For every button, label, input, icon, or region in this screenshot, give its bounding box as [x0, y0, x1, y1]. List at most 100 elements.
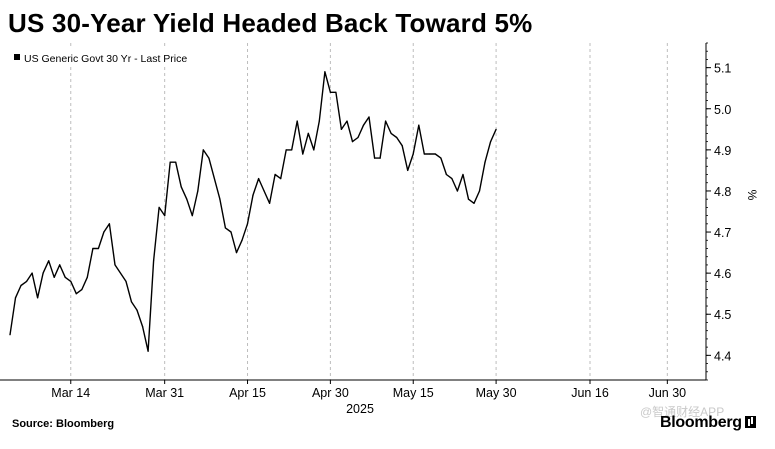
data-point — [274, 173, 276, 176]
data-point — [340, 128, 342, 130]
data-point — [202, 149, 204, 151]
data-point — [445, 173, 447, 176]
data-point — [490, 141, 492, 143]
data-point — [114, 264, 116, 266]
data-point — [136, 309, 138, 311]
data-point — [92, 247, 94, 250]
data-point — [335, 91, 337, 93]
data-point — [429, 153, 431, 155]
data-point — [53, 276, 55, 278]
data-point — [224, 227, 226, 229]
y-tick-label: 4.8 — [714, 185, 731, 199]
watermark: @智通财经APP — [640, 405, 725, 419]
x-axis-year-label: 2025 — [346, 402, 374, 416]
data-point — [186, 198, 188, 200]
x-axis: Mar 14 Mar 31 Apr 15 Apr 30 May 15 May 30 Jun … — [0, 379, 706, 416]
data-point — [75, 293, 77, 295]
data-point — [235, 252, 238, 254]
data-point — [197, 190, 199, 192]
data-point — [385, 120, 387, 122]
data-point — [379, 157, 381, 159]
data-point — [362, 124, 365, 126]
data-point — [97, 247, 99, 250]
data-point — [81, 289, 83, 291]
data-point — [318, 120, 320, 122]
series-layer — [9, 71, 497, 352]
data-point — [263, 190, 265, 192]
data-point — [70, 280, 72, 282]
data-point — [324, 71, 326, 73]
data-point — [346, 120, 348, 122]
data-point — [147, 350, 149, 352]
data-point — [252, 194, 254, 196]
brand-label: Bloomberg — [660, 414, 742, 431]
data-point — [59, 264, 61, 266]
data-point — [14, 297, 17, 299]
data-point — [48, 260, 50, 262]
data-point — [374, 157, 376, 159]
y-tick-label: 4.7 — [714, 226, 731, 240]
data-point — [269, 202, 271, 204]
data-point — [434, 153, 436, 155]
y-tick-label: 5.1 — [714, 62, 731, 76]
data-point — [396, 136, 398, 139]
data-point — [484, 161, 486, 163]
data-point — [456, 190, 458, 192]
grid-lines — [70, 43, 668, 380]
data-point — [401, 145, 403, 147]
data-point — [31, 272, 33, 274]
data-point — [329, 91, 331, 93]
data-point — [473, 202, 475, 204]
data-point — [164, 215, 166, 217]
data-point — [219, 198, 221, 200]
x-tick-label: Jun 16 — [571, 386, 609, 400]
data-point — [230, 231, 232, 233]
data-point — [42, 272, 44, 274]
data-point — [142, 326, 144, 328]
data-point — [313, 149, 315, 151]
legend-swatch — [14, 54, 20, 60]
data-point — [26, 280, 28, 282]
data-point — [241, 239, 243, 241]
data-point — [451, 178, 453, 180]
data-point — [285, 149, 287, 151]
data-point — [495, 128, 497, 130]
source-note: Source: Bloomberg — [12, 418, 115, 430]
y-tick-label: 4.9 — [714, 144, 731, 158]
data-point — [158, 206, 160, 208]
data-point — [64, 276, 66, 278]
data-point — [103, 231, 105, 233]
data-point — [368, 116, 370, 118]
x-tick-label: Apr 30 — [312, 386, 349, 400]
data-point — [169, 161, 171, 163]
terminal-icon — [744, 416, 756, 428]
y-tick-label: 4.5 — [714, 308, 731, 322]
data-point — [153, 260, 155, 262]
data-point — [302, 153, 304, 155]
data-point — [296, 120, 298, 122]
y-axis-unit-label: % — [745, 190, 759, 201]
data-point — [351, 141, 354, 143]
bloomberg-logo: Bloomberg — [660, 414, 756, 432]
y-tick-label: 4.4 — [714, 349, 731, 363]
y-tick-label: 5.0 — [714, 103, 731, 117]
data-point — [175, 161, 177, 163]
legend-label: US Generic Govt 30 Yr - Last Price — [24, 53, 187, 65]
y-axis: 4.4 4.5 4.6 4.7 4.8 4.9 5.0 5.1% — [705, 42, 759, 381]
data-point — [246, 223, 249, 225]
x-tick-label: Mar 14 — [51, 386, 90, 400]
chart-title: US 30-Year Yield Headed Back Toward 5% — [8, 8, 533, 38]
data-point — [407, 169, 409, 171]
data-point — [462, 173, 464, 176]
x-tick-label: May 15 — [393, 386, 434, 400]
data-point — [478, 190, 481, 192]
y-tick-label: 4.6 — [714, 267, 731, 281]
data-point — [258, 178, 260, 180]
data-point — [440, 157, 442, 159]
data-point — [130, 301, 133, 303]
x-tick-label: Mar 31 — [145, 386, 184, 400]
data-point — [291, 149, 293, 151]
legend: US Generic Govt 30 Yr - Last Price — [9, 48, 209, 67]
data-point — [9, 334, 11, 336]
